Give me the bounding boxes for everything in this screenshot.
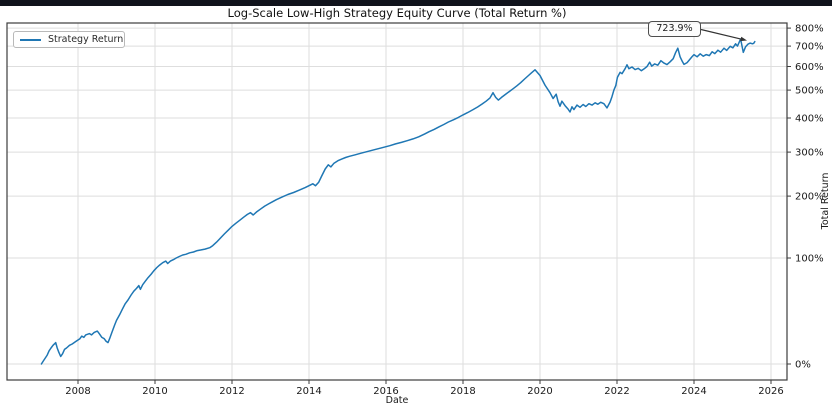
y-tick-label: 400% (795, 114, 824, 125)
x-tick-label: 2008 (65, 386, 90, 397)
legend-label: Strategy Return (48, 34, 124, 45)
x-tick-label: 2022 (604, 386, 629, 397)
x-tick-label: 2020 (527, 386, 552, 397)
chart-title: Log-Scale Low-High Strategy Equity Curve… (227, 6, 567, 20)
x-tick-label: 2018 (450, 386, 475, 397)
y-tick-label: 500% (795, 86, 824, 97)
annotation-arrow-head (740, 36, 747, 42)
legend: Strategy Return (13, 31, 125, 48)
y-tick-label: 200% (795, 192, 824, 203)
strategy-return-line (40, 38, 756, 365)
x-tick-label: 2012 (219, 386, 244, 397)
x-tick-label: 2026 (758, 386, 783, 397)
annotation-arrow-line (700, 28, 743, 40)
x-tick-label: 2016 (373, 386, 398, 397)
y-tick-label: 600% (795, 62, 824, 73)
y-tick-label: 800% (795, 24, 824, 35)
y-tick-label: 0% (795, 360, 811, 371)
x-tick-label: 2024 (681, 386, 706, 397)
x-tick-label: 2010 (142, 386, 167, 397)
y-tick-label: 100% (795, 254, 824, 265)
plot-border (6, 22, 788, 381)
y-tick-label: 300% (795, 148, 824, 159)
window-top-bar (0, 0, 832, 6)
final-return-annotation: 723.9% (648, 21, 701, 37)
x-tick-label: 2014 (296, 386, 321, 397)
x-axis-label: Date (385, 395, 409, 406)
y-tick-label: 700% (795, 42, 824, 53)
legend-line-sample (20, 38, 41, 41)
y-axis-label: Total Return (820, 172, 831, 230)
